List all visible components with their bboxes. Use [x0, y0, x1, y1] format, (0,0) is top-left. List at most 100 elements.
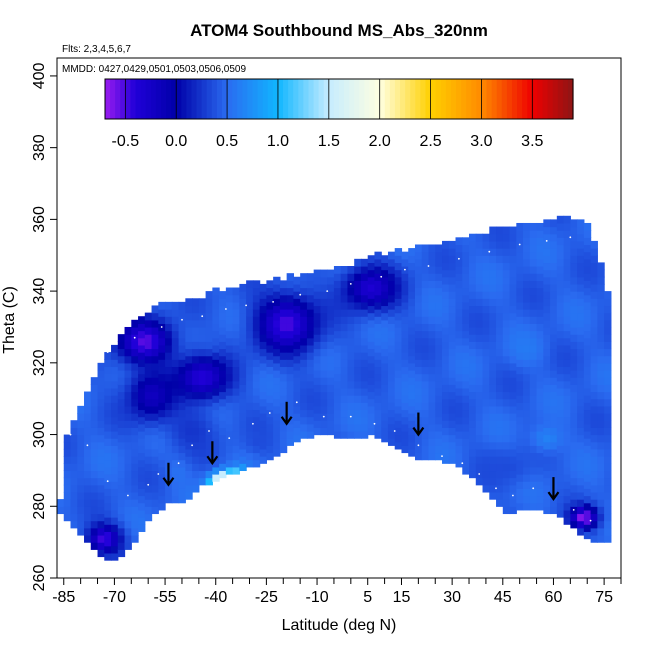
x-tick-label: 75 — [595, 589, 613, 606]
heatmap-cell — [455, 244, 463, 253]
heatmap-cell — [151, 484, 159, 493]
heatmap-cell — [435, 337, 443, 346]
heatmap-cell — [347, 423, 355, 432]
heatmap-cell — [165, 323, 173, 332]
heatmap-cell — [219, 441, 227, 450]
heatmap-cell — [205, 305, 213, 314]
heatmap-cell — [104, 430, 112, 439]
heatmap-cell — [347, 387, 355, 396]
heatmap-cell — [63, 499, 72, 507]
heatmap-cell — [442, 248, 450, 256]
colorbar-tick-label: 0.0 — [165, 133, 187, 150]
heatmap-cell — [300, 380, 308, 389]
heatmap-cell — [104, 466, 112, 475]
heatmap-cell — [171, 344, 180, 353]
heatmap-cell — [563, 409, 571, 418]
colorbar-swatch — [420, 79, 427, 119]
heatmap-cell — [543, 362, 551, 371]
heatmap-cell — [469, 334, 477, 342]
heatmap-cell — [124, 441, 132, 450]
heatmap-cell — [252, 287, 261, 296]
heatmap-cell — [469, 248, 477, 256]
colorbar-swatch — [277, 79, 284, 119]
heatmap-cell — [394, 384, 403, 393]
heatmap-cell — [543, 262, 551, 271]
heatmap-cell — [570, 391, 578, 400]
heatmap-cell — [279, 330, 288, 339]
heatmap-cell — [327, 319, 335, 328]
heatmap-cell — [239, 377, 247, 385]
heatmap-cell — [333, 409, 342, 418]
heatmap-cell — [475, 456, 484, 464]
heatmap-cell — [158, 423, 166, 432]
heatmap-cell — [523, 402, 531, 411]
heatmap-cell — [408, 334, 416, 342]
heatmap-cell — [496, 420, 504, 428]
heatmap-cell — [469, 355, 477, 364]
heatmap-cell — [387, 416, 396, 425]
heatmap-cell — [185, 305, 193, 314]
heatmap-cell — [448, 348, 457, 357]
heatmap-cell — [421, 373, 430, 382]
heatmap-cell — [475, 355, 484, 364]
colorbar-swatch — [456, 79, 462, 119]
heatmap-cell — [590, 269, 598, 278]
heatmap-cell — [516, 359, 524, 368]
heatmap-cell — [414, 359, 423, 368]
heatmap-cell — [70, 441, 78, 450]
heatmap-cell — [529, 402, 538, 411]
heatmap-cell — [354, 373, 362, 382]
heatmap-cell — [496, 305, 504, 314]
colorbar-swatch — [532, 79, 538, 119]
heatmap-cell — [273, 391, 281, 400]
heatmap-cell — [212, 380, 220, 389]
heatmap-cell — [563, 488, 571, 497]
heatmap-cell — [482, 233, 490, 242]
heatmap-cell — [97, 520, 105, 529]
heatmap-cell — [529, 380, 538, 389]
heatmap-cell — [198, 427, 207, 436]
heatmap-cell — [97, 527, 105, 536]
heatmap-cell — [84, 420, 92, 428]
heatmap-cell — [367, 319, 376, 328]
heatmap-cell — [97, 405, 105, 414]
heatmap-cell — [550, 262, 558, 271]
heatmap-cell — [77, 506, 85, 515]
heatmap-cell — [563, 359, 571, 368]
heatmap-cell — [394, 248, 403, 256]
heatmap-cell — [509, 398, 517, 407]
heatmap-cell — [131, 456, 139, 464]
heatmap-cell — [597, 427, 605, 436]
heatmap-cell — [354, 330, 362, 339]
heatmap-cell — [104, 459, 112, 468]
heatmap-cell — [198, 420, 207, 428]
flight-point — [441, 455, 443, 457]
heatmap-cell — [347, 301, 355, 310]
heatmap-cell — [286, 387, 294, 396]
heatmap-cell — [333, 287, 342, 296]
heatmap-cell — [367, 391, 376, 400]
heatmap-cell — [550, 276, 558, 285]
heatmap-cell — [529, 287, 538, 296]
heatmap-cell — [104, 380, 112, 389]
heatmap-cell — [516, 309, 524, 317]
heatmap-cell — [414, 244, 423, 253]
heatmap-cell — [300, 359, 308, 368]
heatmap-cell — [381, 341, 389, 350]
heatmap-cell — [138, 524, 146, 532]
heatmap-cell — [77, 470, 85, 479]
heatmap-cell — [360, 294, 369, 303]
heatmap-cell — [523, 287, 531, 296]
heatmap-cell — [165, 373, 173, 382]
heatmap-cell — [455, 409, 463, 418]
heatmap-cell — [543, 370, 551, 378]
heatmap-cell — [529, 244, 538, 253]
heatmap-cell — [144, 319, 153, 328]
heatmap-cell — [448, 240, 457, 249]
heatmap-cell — [408, 305, 416, 314]
heatmap-cell — [401, 287, 409, 296]
heatmap-cell — [469, 291, 477, 299]
heatmap-cell — [171, 445, 180, 454]
heatmap-cell — [543, 491, 551, 500]
heatmap-cell — [428, 359, 436, 368]
